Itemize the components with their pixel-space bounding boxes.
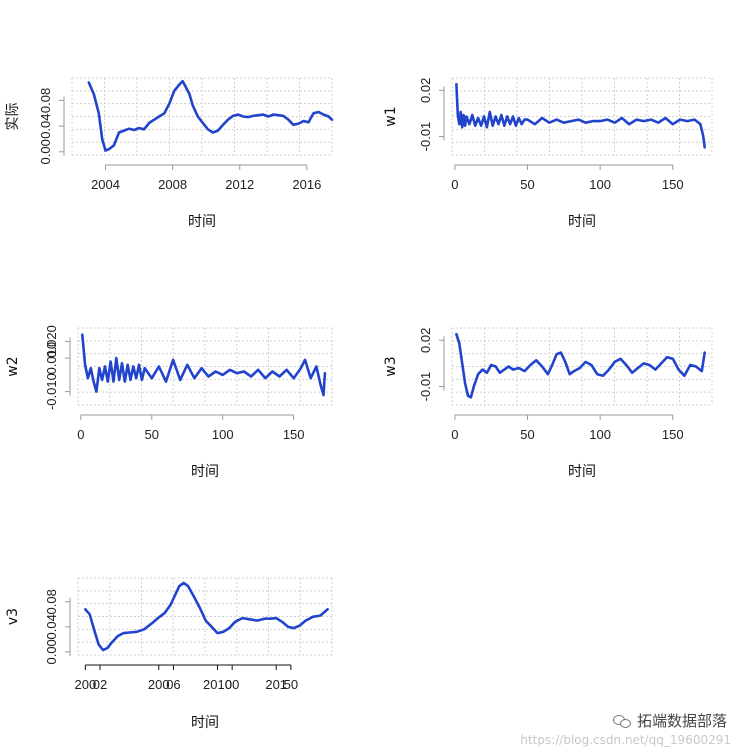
x-axis-title: 时间	[188, 214, 216, 230]
x-tick-label: 0	[451, 427, 458, 442]
x-tick-label: 100	[589, 177, 611, 192]
x-tick-label: 2012	[225, 177, 254, 192]
x-axis-title: 时间	[568, 214, 596, 230]
x-tick-label: 00	[225, 677, 239, 692]
series-line-v3	[84, 581, 329, 652]
y-axis-title: w1	[383, 106, 399, 126]
watermark-brand-text: 拓端数据部落	[636, 712, 727, 730]
y-tick-label: 0.00	[44, 639, 59, 664]
panel-w3: 0 50 100 150 -0.01 0.02 w3 时间	[383, 327, 713, 480]
y-tick-label: 0.02	[418, 78, 433, 103]
y-axis-title: v3	[5, 608, 21, 625]
y-tick-label: -0.01	[418, 122, 433, 152]
series-line-w1	[455, 82, 707, 149]
x-tick-label: 0	[77, 427, 84, 442]
series-line-w3	[455, 332, 707, 399]
x-tick-label: 50	[520, 177, 534, 192]
x-tick-label: 50	[284, 677, 298, 692]
watermark-url: https://blog.csdn.net/qq_19600291	[520, 733, 731, 747]
y-tick-label: -0.01	[418, 372, 433, 402]
x-tick-label: 50	[145, 427, 159, 442]
x-tick-label: 150	[662, 177, 684, 192]
x-tick-label: 06	[166, 677, 180, 692]
x-tick-label: 200	[148, 677, 170, 692]
x-tick-label: 0	[451, 177, 458, 192]
y-axis-title: w2	[5, 356, 21, 376]
y-axis-title: w3	[383, 356, 399, 376]
y-tick-label: 0.010	[44, 342, 59, 375]
y-tick-label: 0.02	[418, 328, 433, 353]
panel-w1: 0 50 100 150 -0.01 0.02 w1 时间	[383, 77, 713, 230]
x-tick-label: 50	[520, 427, 534, 442]
x-tick-label: 2008	[158, 177, 187, 192]
y-axis-title: 实际	[5, 103, 21, 131]
y-tick-label: 0.04	[44, 614, 59, 639]
x-tick-label: 200	[74, 677, 96, 692]
series-line-shiji	[87, 79, 334, 152]
series-line-w2	[81, 333, 327, 397]
x-tick-label: 100	[212, 427, 234, 442]
y-tick-label: 0.020	[44, 325, 59, 358]
wechat-icon	[612, 714, 631, 728]
x-tick-label: 2010	[203, 677, 232, 692]
x-tick-label: 2004	[91, 177, 120, 192]
x-tick-label: 150	[283, 427, 305, 442]
watermark-brand: 拓端数据部落	[612, 710, 727, 731]
x-tick-label: 100	[589, 427, 611, 442]
x-axis-title: 时间	[191, 464, 219, 480]
x-tick-label: 150	[662, 427, 684, 442]
x-tick-label: 201	[265, 677, 287, 692]
x-tick-label: 2016	[292, 177, 321, 192]
x-axis-title: 时间	[568, 464, 596, 480]
y-tick-label: 0.04	[38, 113, 53, 138]
x-axis-title: 时间	[191, 715, 219, 731]
y-tick-label: 0.00	[38, 139, 53, 164]
y-tick-label: 0.08	[44, 589, 59, 614]
y-tick-label: 0.08	[38, 88, 53, 113]
x-tick-label: 02	[93, 677, 107, 692]
y-tick-label: -0.010	[44, 373, 59, 410]
